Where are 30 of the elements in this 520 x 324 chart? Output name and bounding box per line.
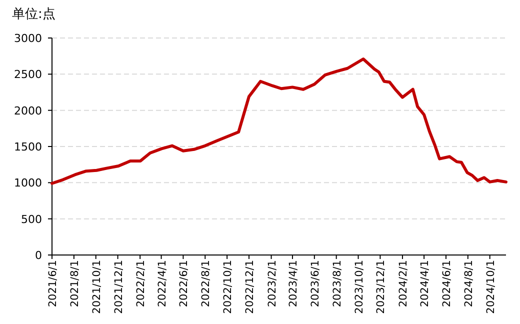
x-tick-label: 2023/8/1 xyxy=(331,260,344,308)
x-tick-label: 2021/8/1 xyxy=(68,260,81,308)
x-tick-label: 2023/4/1 xyxy=(287,260,300,308)
x-tick-label: 2021/6/1 xyxy=(47,260,59,308)
y-tick-label: 0 xyxy=(35,249,42,262)
x-tick-label: 2024/8/1 xyxy=(462,260,475,308)
x-tick-label: 2021/12/1 xyxy=(112,260,125,314)
x-tick-label: 2022/2/1 xyxy=(135,260,148,308)
x-tick-label: 2024/4/1 xyxy=(419,260,432,308)
x-tick-label: 2022/12/1 xyxy=(244,260,256,314)
line-series xyxy=(50,57,508,185)
x-tick-label: 2022/8/1 xyxy=(200,260,212,308)
x-tick-label: 2023/6/1 xyxy=(309,260,322,308)
x-tick-label: 2022/10/1 xyxy=(222,260,234,314)
x-tick-label: 2023/2/1 xyxy=(266,260,278,308)
y-tick-label: 2500 xyxy=(14,68,42,82)
x-tick-label: 2023/12/1 xyxy=(375,260,388,314)
y-tick-label: 500 xyxy=(21,212,42,226)
y-tick-label: 3000 xyxy=(14,32,42,45)
x-tick-label: 2024/10/1 xyxy=(484,260,497,314)
y-tick-label: 1500 xyxy=(14,140,42,154)
x-tick-label: 2022/6/1 xyxy=(178,260,190,308)
x-tick-label: 2024/2/1 xyxy=(397,260,410,308)
x-tick-label: 2022/4/1 xyxy=(156,260,168,308)
y-tick-label: 2000 xyxy=(14,104,42,118)
y-axis-title: 单位:点 xyxy=(12,7,56,22)
y-tick-label: 1000 xyxy=(14,176,42,190)
x-tick-label: 2021/10/1 xyxy=(90,260,103,314)
x-tick-label: 2024/6/1 xyxy=(440,260,453,308)
x-tick-label: 2023/10/1 xyxy=(353,260,366,314)
